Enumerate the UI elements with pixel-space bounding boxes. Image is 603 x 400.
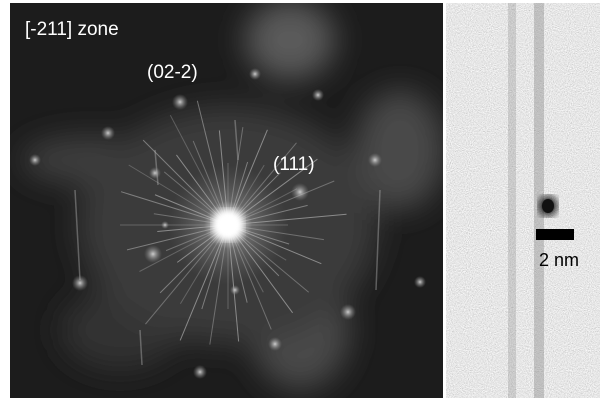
spot [193,365,207,379]
spot [149,167,161,179]
spot-label: (111) [273,154,315,175]
scale-bar [536,229,574,240]
spot [268,337,282,351]
spot [414,276,426,288]
spot [340,304,356,320]
stripe [508,3,516,398]
spot-label: (02-2) [147,62,198,83]
spot [161,221,169,229]
spot [72,275,88,291]
central-beam [213,210,243,240]
spot [312,89,324,101]
diffraction-panel: [-211] zone (02-2) (111) [10,0,445,398]
scale-label: 2 nm [539,250,579,270]
spot [291,183,309,201]
page: {"panels": {"diffraction": {"zone_label"… [0,0,603,400]
spot [172,94,188,110]
spot [368,153,382,167]
spot [249,68,261,80]
image-panel: 2 nm [446,3,600,398]
noise-background [446,3,600,398]
spot [230,285,240,295]
particle [542,199,554,213]
spot [101,126,115,140]
spot [144,245,162,263]
spot [29,154,41,166]
figure: [-211] zone (02-2) (111) 2 nm [0,0,603,400]
zone-label: [-211] zone [25,19,119,40]
